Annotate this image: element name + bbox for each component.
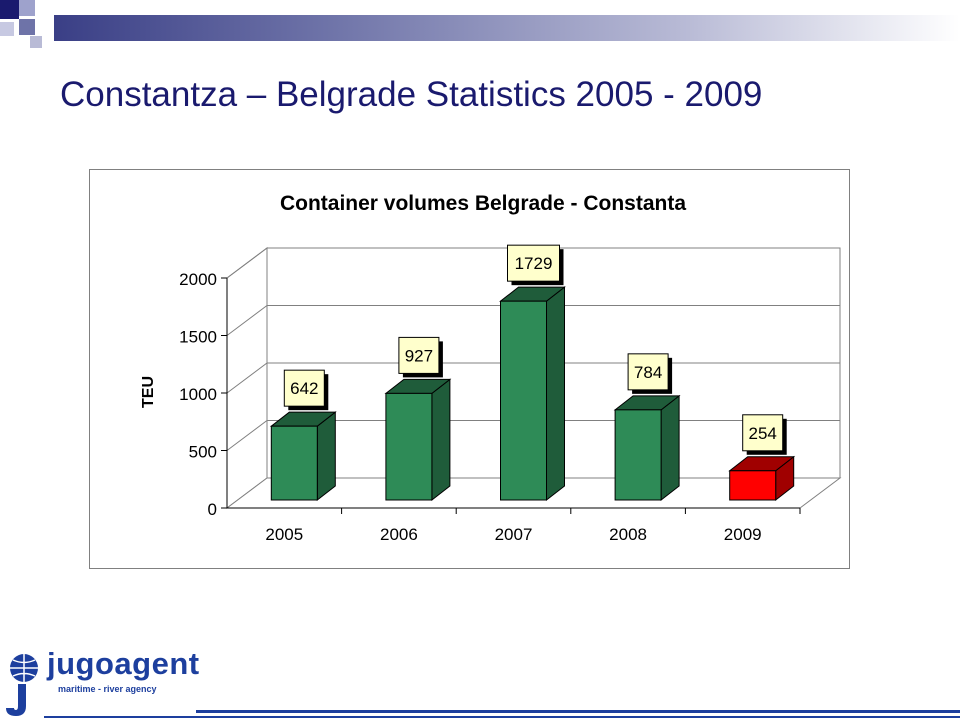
header-square-dark [0, 0, 19, 19]
data-label-box [398, 336, 440, 374]
data-label-2009: 254 [749, 424, 777, 443]
logo-rule [196, 710, 960, 713]
header-square-small [30, 36, 42, 48]
bar-2007 [500, 300, 547, 501]
y-tick-label: 2000 [179, 270, 217, 289]
data-label-2005: 642 [290, 379, 318, 398]
y-tick-label: 500 [189, 443, 217, 462]
data-label-box [283, 369, 325, 407]
bar-side-2006 [431, 378, 451, 502]
header-square-mid [19, 19, 35, 35]
header-gradient-bar [54, 15, 960, 41]
bar-2009 [729, 470, 777, 501]
chart-container: Container volumes Belgrade - Constanta T… [89, 169, 850, 569]
data-label-box [742, 414, 784, 452]
x-tick-label: 2006 [380, 525, 418, 544]
chart-title: Container volumes Belgrade - Constanta [280, 192, 686, 215]
logo-tagline: maritime - river agency [58, 684, 157, 694]
x-tick-label: 2007 [495, 525, 533, 544]
y-tick-label: 1000 [179, 385, 217, 404]
bar-side-2005 [316, 411, 336, 502]
data-label-2008: 784 [634, 363, 662, 382]
y-tick-label: 1500 [179, 328, 217, 347]
globe-icon [6, 654, 38, 716]
slide-title: Constantza – Belgrade Statistics 2005 - … [60, 75, 763, 114]
bar-2006 [385, 392, 433, 501]
y-tick-label: 0 [208, 500, 217, 519]
data-label-box [627, 353, 669, 391]
bar-side-2008 [660, 394, 680, 502]
x-tick-label: 2009 [724, 525, 762, 544]
bar-2005 [270, 425, 318, 501]
data-label-box [507, 244, 560, 282]
gridline [226, 305, 840, 336]
plot-area: 0 500 1000 1500 2000 642 2005 927 2006 1729 2007 78… [179, 244, 842, 544]
gridline [226, 247, 840, 279]
company-logo: jugoagent maritime - river agency [0, 646, 960, 720]
bar-2008 [614, 409, 662, 501]
bar-chart: Container volumes Belgrade - Constanta T… [140, 192, 842, 544]
logo-wordmark: jugoagent [47, 646, 200, 681]
bar-side-2007 [546, 286, 565, 502]
header-square-light [19, 0, 35, 16]
data-label-2007: 1729 [515, 254, 553, 273]
x-tick-label: 2008 [609, 525, 647, 544]
data-label-2006: 927 [405, 346, 433, 365]
logo-rule-lower [44, 716, 960, 718]
header-square-pale [0, 22, 14, 36]
x-tick-label: 2005 [265, 525, 303, 544]
y-axis-label: TEU [140, 376, 157, 408]
